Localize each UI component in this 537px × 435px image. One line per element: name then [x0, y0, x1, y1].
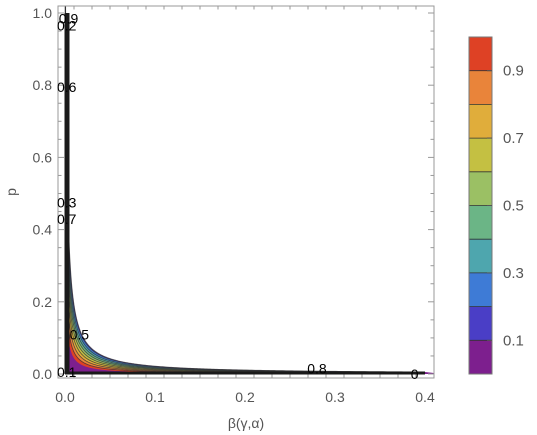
legend-swatch: [469, 239, 492, 273]
legend-swatch: [469, 171, 492, 206]
contour-label: 0: [411, 366, 419, 382]
x-tick-label: 0.0: [55, 389, 75, 405]
y-tick-label: 0.2: [33, 294, 53, 310]
x-tick-labels: 0.0 0.1 0.2 0.3 0.4: [55, 389, 435, 405]
plot-background: [58, 6, 434, 378]
contour-lines: [64, 6, 426, 375]
contour-label: 0.5: [70, 326, 90, 342]
contour-label: 0.8: [307, 361, 327, 377]
legend-swatch: [469, 306, 492, 341]
y-tick-label: 0.6: [33, 149, 53, 165]
y-axis-label: p: [3, 188, 19, 196]
contour-labels: 0.90.2 0.6 0.30.7 0.5 0.1 0.8 0: [57, 10, 419, 382]
legend-tick-label: 0.3: [503, 265, 524, 282]
y-tick-label: 0.0: [33, 366, 53, 382]
legend-swatch: [469, 104, 492, 139]
contour-label: 0.1: [57, 364, 77, 380]
x-tick-label: 0.3: [325, 389, 345, 405]
y-tick-labels: 0.0 0.2 0.4 0.6 0.8 1.0: [33, 5, 53, 382]
y-tick-label: 1.0: [33, 5, 53, 21]
contour-label: 0.9: [59, 10, 79, 26]
legend-swatch: [469, 70, 492, 105]
legend-tick-label: 0.9: [503, 63, 524, 80]
plot-frame: [57, 5, 435, 379]
legend-tick-label: 0.5: [503, 198, 524, 215]
color-legend: 0.1 0.3 0.5 0.7 0.9: [468, 36, 524, 375]
legend-tick-label: 0.1: [503, 332, 524, 349]
legend-swatch: [469, 272, 492, 307]
contour-label: 0.2: [57, 18, 77, 34]
axis-ticks: [58, 6, 434, 378]
x-axis-label: β(γ,α): [228, 415, 264, 431]
x-tick-label: 0.4: [415, 389, 435, 405]
contour-label: 0.7: [57, 211, 77, 227]
legend-swatch: [469, 205, 492, 240]
legend-swatch: [469, 37, 492, 71]
legend-swatch: [469, 340, 492, 374]
contour-label: 0.6: [57, 79, 77, 95]
contour-label: 0.3: [57, 195, 77, 211]
y-tick-label: 0.8: [33, 77, 53, 93]
y-tick-label: 0.4: [33, 222, 53, 238]
x-tick-label: 0.2: [235, 389, 255, 405]
legend-swatch: [469, 138, 492, 172]
legend-tick-label: 0.7: [503, 130, 524, 147]
x-tick-label: 0.1: [145, 389, 165, 405]
